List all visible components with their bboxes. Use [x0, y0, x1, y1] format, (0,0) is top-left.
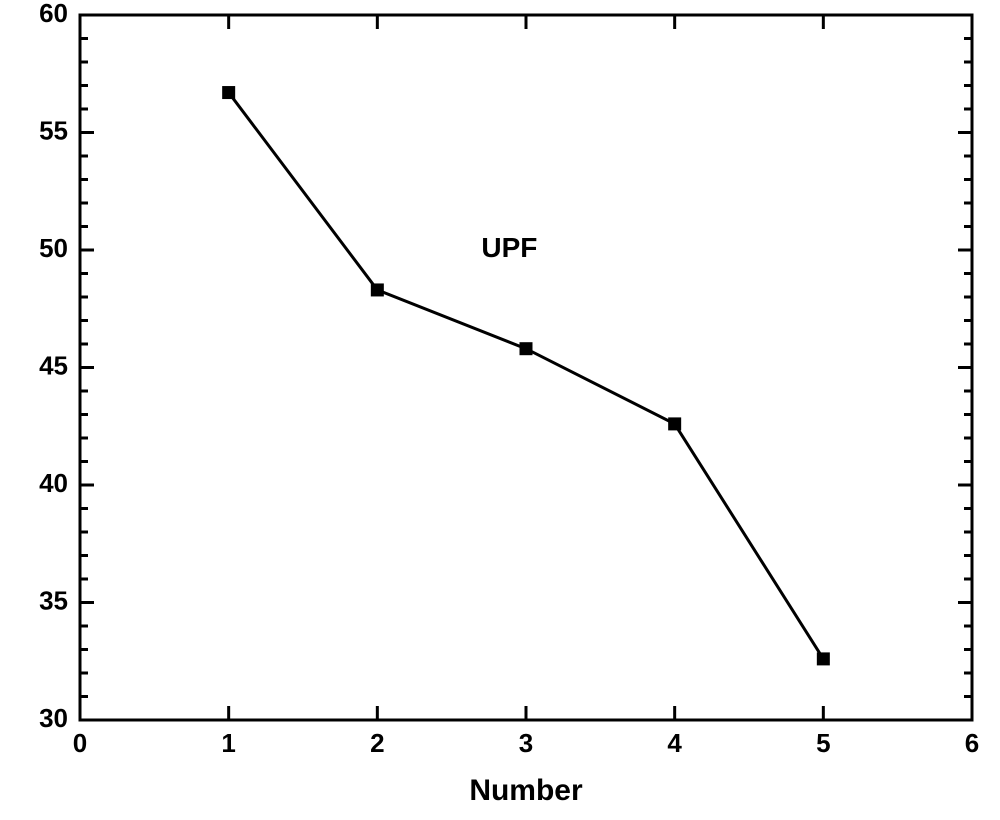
series-marker: [669, 418, 681, 430]
line-chart: 303540455055600123456NumberUPF: [0, 0, 1000, 820]
y-tick-label: 60: [39, 0, 68, 28]
chart-container: 303540455055600123456NumberUPF: [0, 0, 1000, 820]
x-tick-label: 6: [965, 728, 979, 758]
series-label: UPF: [481, 232, 537, 263]
series-marker: [371, 284, 383, 296]
series-marker: [520, 343, 532, 355]
x-tick-label: 2: [370, 728, 384, 758]
y-tick-label: 50: [39, 233, 68, 263]
x-tick-label: 0: [73, 728, 87, 758]
series-marker: [817, 653, 829, 665]
y-tick-label: 40: [39, 468, 68, 498]
y-tick-label: 30: [39, 703, 68, 733]
x-axis-label: Number: [469, 774, 583, 807]
y-tick-label: 55: [39, 115, 68, 145]
x-tick-label: 3: [519, 728, 533, 758]
x-tick-label: 5: [816, 728, 830, 758]
y-tick-label: 35: [39, 585, 68, 615]
x-tick-label: 1: [221, 728, 235, 758]
y-tick-label: 45: [39, 350, 68, 380]
series-marker: [223, 87, 235, 99]
x-tick-label: 4: [667, 728, 682, 758]
